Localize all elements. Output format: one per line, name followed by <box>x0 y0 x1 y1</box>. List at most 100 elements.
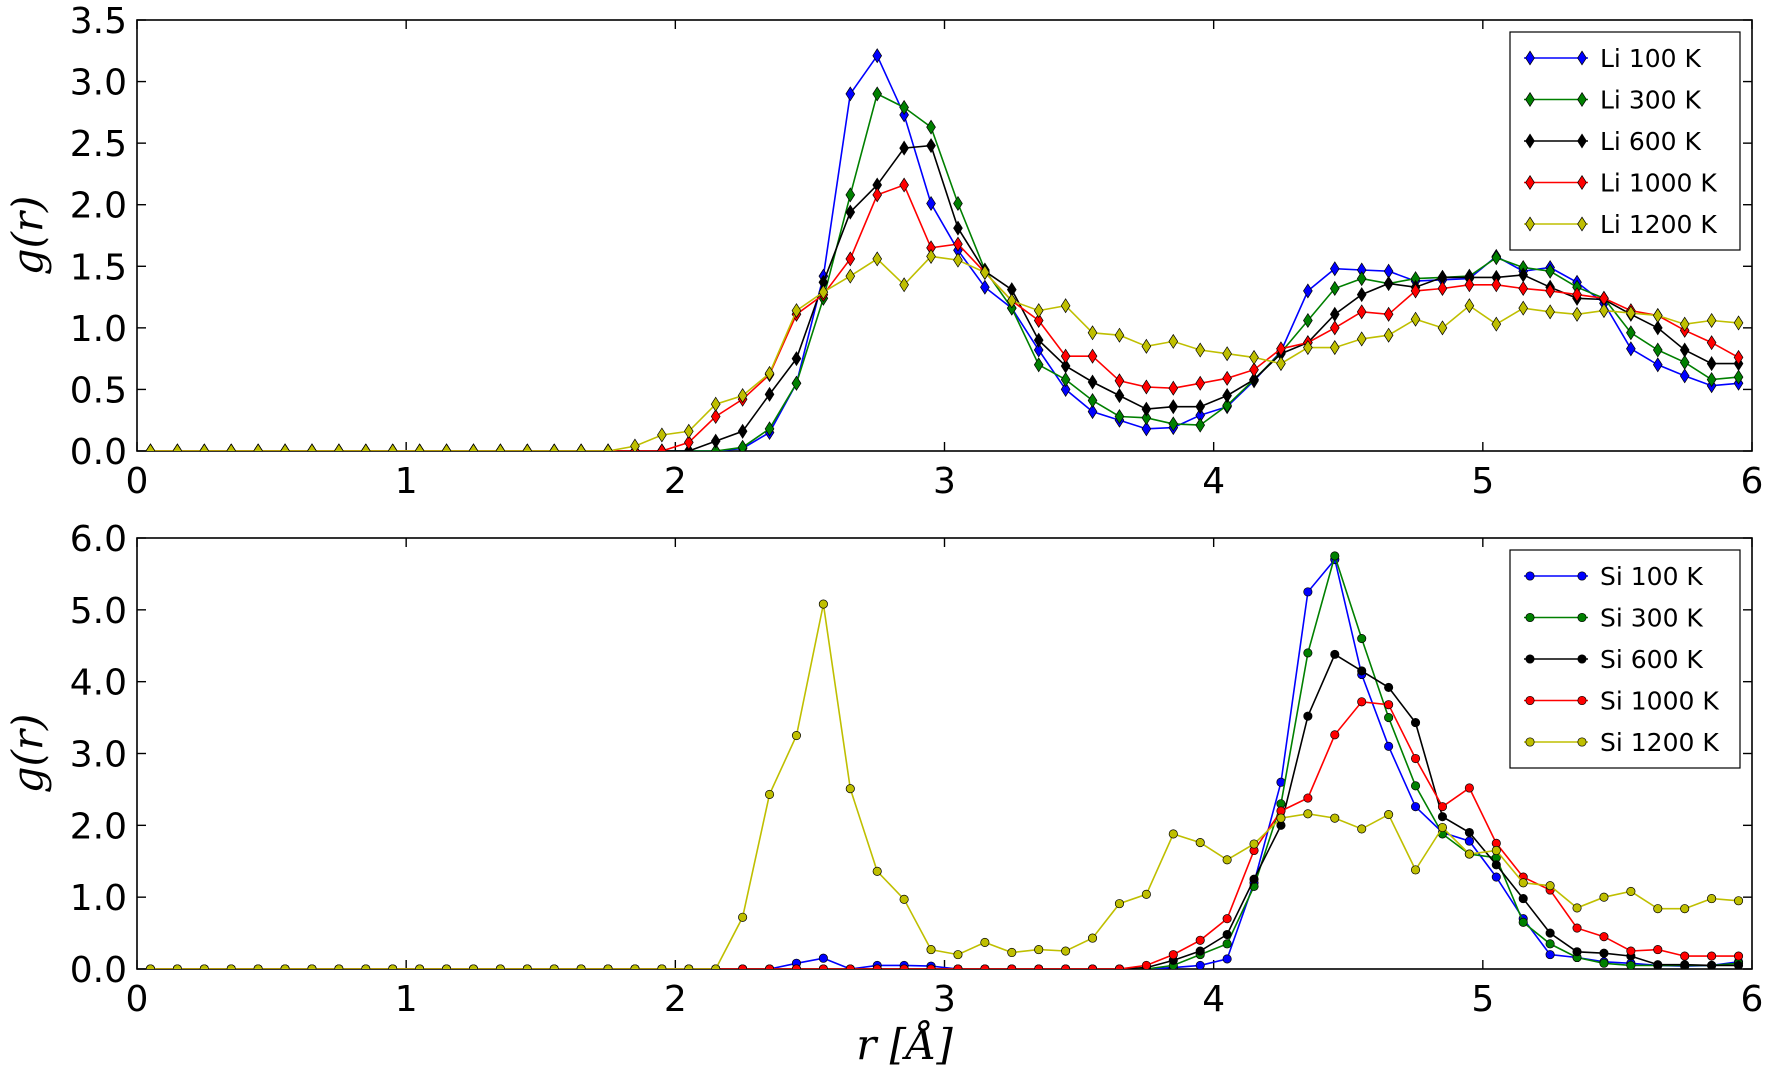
data-point <box>307 443 317 451</box>
data-point <box>1303 793 1313 803</box>
series-line-si-1000-k <box>150 700 1739 969</box>
data-point <box>1410 311 1421 327</box>
data-point <box>280 443 290 451</box>
data-point <box>953 950 963 960</box>
data-point <box>1060 348 1071 364</box>
series-line-li-600-k <box>150 144 1739 451</box>
data-point <box>1061 964 1071 969</box>
x-axis-label: r [Å] <box>856 1019 953 1069</box>
data-point <box>1518 300 1529 316</box>
series-line-li-100-k <box>150 54 1739 451</box>
data-point <box>1706 335 1717 351</box>
legend-label: Si 1200 K <box>1600 728 1719 757</box>
data-point <box>1222 914 1232 924</box>
data-point <box>899 964 909 969</box>
data-point <box>414 443 425 451</box>
data-point <box>1249 372 1259 388</box>
data-point <box>1141 889 1151 899</box>
data-point <box>1410 753 1421 764</box>
series-layer <box>145 551 1744 969</box>
y-tick-label: 1.5 <box>70 247 127 288</box>
data-point <box>1330 730 1340 740</box>
data-point <box>1572 903 1582 913</box>
legend-marker <box>1525 91 1535 108</box>
y-tick-label: 4.0 <box>70 663 127 704</box>
data-point <box>684 964 694 969</box>
data-point <box>1706 372 1717 388</box>
y-tick-label: 3.0 <box>70 735 127 776</box>
data-point <box>845 964 855 969</box>
data-point <box>1599 958 1609 968</box>
data-point <box>1303 648 1313 658</box>
legend: Si 100 K Si 300 K Si 600 K Si 1000 K Si 1200… <box>1509 549 1741 769</box>
data-point <box>1545 304 1555 320</box>
data-point <box>1491 845 1501 856</box>
data-point <box>1626 886 1636 896</box>
data-point <box>1733 349 1744 365</box>
data-point <box>845 251 856 267</box>
data-point <box>1249 874 1259 884</box>
legend-label: Si 600 K <box>1600 645 1703 674</box>
data-point <box>1303 587 1313 597</box>
y-tick-label: 6.0 <box>70 519 127 560</box>
data-point <box>1141 379 1152 395</box>
data-point <box>926 138 936 154</box>
data-point <box>1384 713 1394 723</box>
data-point <box>1356 331 1367 347</box>
series-layer <box>145 48 1744 451</box>
data-point <box>1545 283 1555 299</box>
data-point <box>1141 960 1151 969</box>
data-point <box>1276 813 1286 823</box>
data-point <box>495 443 506 451</box>
data-point <box>334 964 344 969</box>
data-point <box>1060 358 1071 374</box>
y-tick-label: 3.0 <box>70 63 127 104</box>
data-point <box>1572 947 1582 957</box>
data-point <box>145 443 156 451</box>
data-point <box>1222 346 1232 362</box>
legend-marker <box>1577 216 1587 232</box>
data-point <box>1680 951 1690 961</box>
data-point <box>1572 287 1582 303</box>
data-point <box>1384 810 1394 820</box>
data-point <box>576 443 586 451</box>
data-point <box>1114 408 1125 425</box>
data-point <box>1168 399 1179 415</box>
data-point <box>1168 333 1179 349</box>
data-point <box>791 351 802 367</box>
legend-label: Li 1200 K <box>1600 210 1717 239</box>
data-point <box>1195 838 1205 848</box>
data-point <box>1303 312 1313 328</box>
series-line-li-1000-k <box>150 183 1739 451</box>
data-point <box>1572 923 1582 933</box>
data-point <box>522 964 532 969</box>
data-point <box>1680 960 1690 969</box>
data-point <box>1357 666 1367 676</box>
data-point <box>1652 308 1663 324</box>
data-point <box>603 443 613 451</box>
data-point <box>953 236 963 252</box>
data-point <box>1141 338 1152 354</box>
y-tick-label: 1.0 <box>70 878 127 919</box>
legend-label: Si 100 K <box>1600 562 1703 591</box>
legend-marker <box>1577 174 1587 191</box>
data-point <box>1356 271 1367 287</box>
legend-marker <box>1525 216 1535 232</box>
data-point <box>441 443 452 451</box>
data-point <box>1706 312 1717 328</box>
data-point <box>172 964 182 969</box>
data-point <box>1545 928 1555 938</box>
data-point <box>1626 325 1636 341</box>
data-point <box>657 964 667 969</box>
data-point <box>980 964 990 969</box>
data-point <box>226 964 236 969</box>
data-point <box>1518 917 1528 927</box>
data-point <box>818 964 828 969</box>
data-point <box>1679 342 1690 358</box>
x-tick-label: 4 <box>1202 461 1225 502</box>
data-point <box>710 408 721 425</box>
data-point <box>1733 369 1744 385</box>
data-point <box>280 964 290 969</box>
data-point <box>1087 392 1098 409</box>
